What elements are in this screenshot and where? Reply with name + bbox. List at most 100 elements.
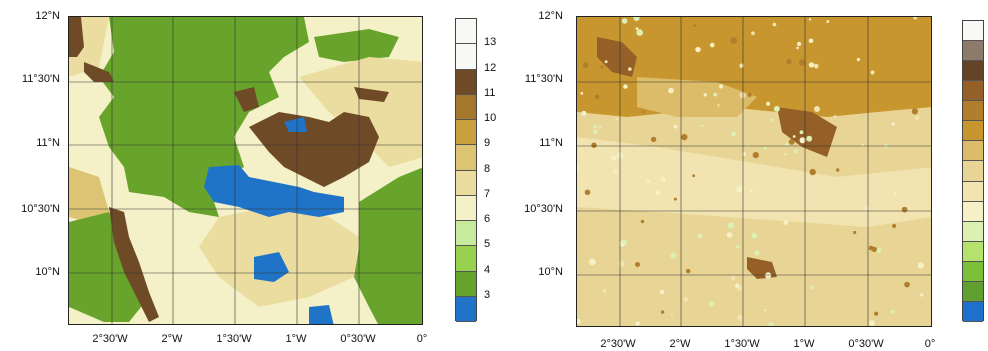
speckle-dot: [695, 46, 701, 53]
speckle-dot: [698, 211, 702, 215]
left-colorbar-box: [456, 246, 476, 272]
speckle-dot: [659, 289, 665, 295]
speckle-dot: [853, 230, 857, 235]
speckle-dot: [765, 272, 772, 279]
speckle-dot: [618, 260, 625, 267]
speckle-dot: [713, 92, 718, 97]
speckle-dot: [686, 268, 691, 274]
speckle-dot: [796, 46, 799, 50]
speckle-dot: [710, 42, 715, 48]
speckle-dot: [603, 289, 606, 293]
left-colorbar-label: 8: [484, 162, 491, 175]
speckle-dot: [808, 62, 815, 68]
speckle-dot: [742, 152, 746, 157]
speckle-dot: [673, 197, 677, 201]
speckle-dot: [610, 155, 617, 161]
left-colorbar-label: 3: [484, 288, 491, 301]
speckle-dot: [735, 244, 740, 249]
right-lon-label-2w: 2°W: [669, 338, 691, 350]
speckle-dot: [655, 190, 661, 196]
speckle-dot: [788, 139, 795, 145]
right-map-field: [577, 17, 931, 326]
left-colorbar-box: [456, 170, 476, 196]
speckle-dot: [660, 176, 666, 182]
speckle-dot: [719, 84, 724, 89]
speckle-dot: [668, 87, 674, 94]
left-lat-label-11n: 11°N: [36, 137, 60, 149]
right-lon-label-1w: 1°W: [793, 338, 815, 350]
speckle-dot: [799, 130, 804, 135]
left-lon-label-0: 0°: [416, 333, 428, 345]
left-colorbar-label: 5: [484, 238, 491, 251]
speckle-dot: [770, 118, 774, 122]
left-colorbar-label: 12: [484, 61, 497, 74]
speckle-dot: [735, 283, 740, 288]
speckle-dot: [768, 322, 774, 326]
right-lat-label-12n: 12°N: [538, 10, 563, 22]
speckle-dot: [752, 152, 759, 159]
speckle-dot: [621, 18, 628, 24]
right-colorbar: [962, 20, 984, 322]
speckle-dot: [577, 166, 580, 171]
speckle-dot: [594, 94, 600, 100]
speckle-dot: [736, 185, 743, 193]
speckle-dot: [700, 124, 704, 128]
speckle-dot: [751, 232, 758, 239]
speckle-dot: [808, 38, 814, 44]
speckle-dot: [615, 117, 619, 121]
speckle-dot: [871, 246, 877, 253]
right-lat-label-11-30n: 11°30'N: [524, 73, 563, 85]
right-colorbar-box: [963, 61, 983, 82]
right-colorbar-box: [963, 21, 983, 42]
speckle-dot: [784, 152, 787, 156]
left-colorbar-label: 11: [484, 86, 496, 99]
left-lat-label-11-30n: 11°30'N: [21, 73, 60, 85]
left-colorbar-box: [456, 19, 476, 45]
speckle-dot: [731, 131, 736, 137]
right-colorbar-box: [963, 281, 983, 302]
left-colorbar-label: 10: [484, 112, 497, 124]
speckle-dot: [830, 214, 834, 218]
speckle-dot: [833, 115, 837, 118]
speckle-dot: [623, 84, 628, 89]
speckle-dot: [747, 92, 752, 97]
speckle-dot: [739, 92, 746, 99]
speckle-dot: [717, 104, 720, 107]
right-colorbar-box: [963, 81, 983, 102]
speckle-dot: [893, 192, 897, 196]
speckle-dot: [723, 185, 729, 191]
speckle-dot: [814, 106, 820, 112]
right-colorbar-box: [963, 261, 983, 282]
speckle-dot: [708, 301, 715, 307]
speckle-dot: [733, 186, 736, 190]
right-colorbar-box: [963, 121, 983, 142]
left-colorbar-box: [456, 221, 476, 247]
speckle-dot: [589, 258, 596, 266]
speckle-dot: [584, 189, 591, 196]
right-lat-label-10-30n: 10°30'N: [524, 203, 563, 215]
speckle-dot: [635, 321, 640, 326]
left-colorbar-box: [456, 120, 476, 146]
speckle-dot: [809, 168, 816, 176]
right-lon-label-1-30w: 1°30'W: [724, 338, 760, 350]
speckle-dot: [692, 174, 696, 178]
speckle-dot: [727, 222, 735, 229]
speckle-dot: [856, 57, 860, 62]
speckle-dot: [773, 191, 777, 195]
speckle-dot: [793, 149, 799, 154]
speckle-dot: [783, 220, 789, 225]
left-colorbar-label: 6: [484, 213, 491, 225]
speckle-dot: [581, 110, 587, 116]
speckle-dot: [751, 31, 755, 35]
speckle-dot: [693, 24, 696, 27]
speckle-dot: [772, 22, 777, 27]
speckle-dot: [598, 125, 602, 130]
speckle-dot: [703, 93, 707, 97]
speckle-dot: [763, 146, 767, 150]
speckle-dot: [797, 41, 802, 46]
speckle-dot: [733, 173, 737, 176]
left-lat-label-10n: 10°N: [35, 266, 60, 278]
right-colorbar-box: [963, 41, 983, 62]
speckle-dot: [913, 17, 918, 20]
right-lat-label-11n: 11°N: [539, 137, 563, 149]
